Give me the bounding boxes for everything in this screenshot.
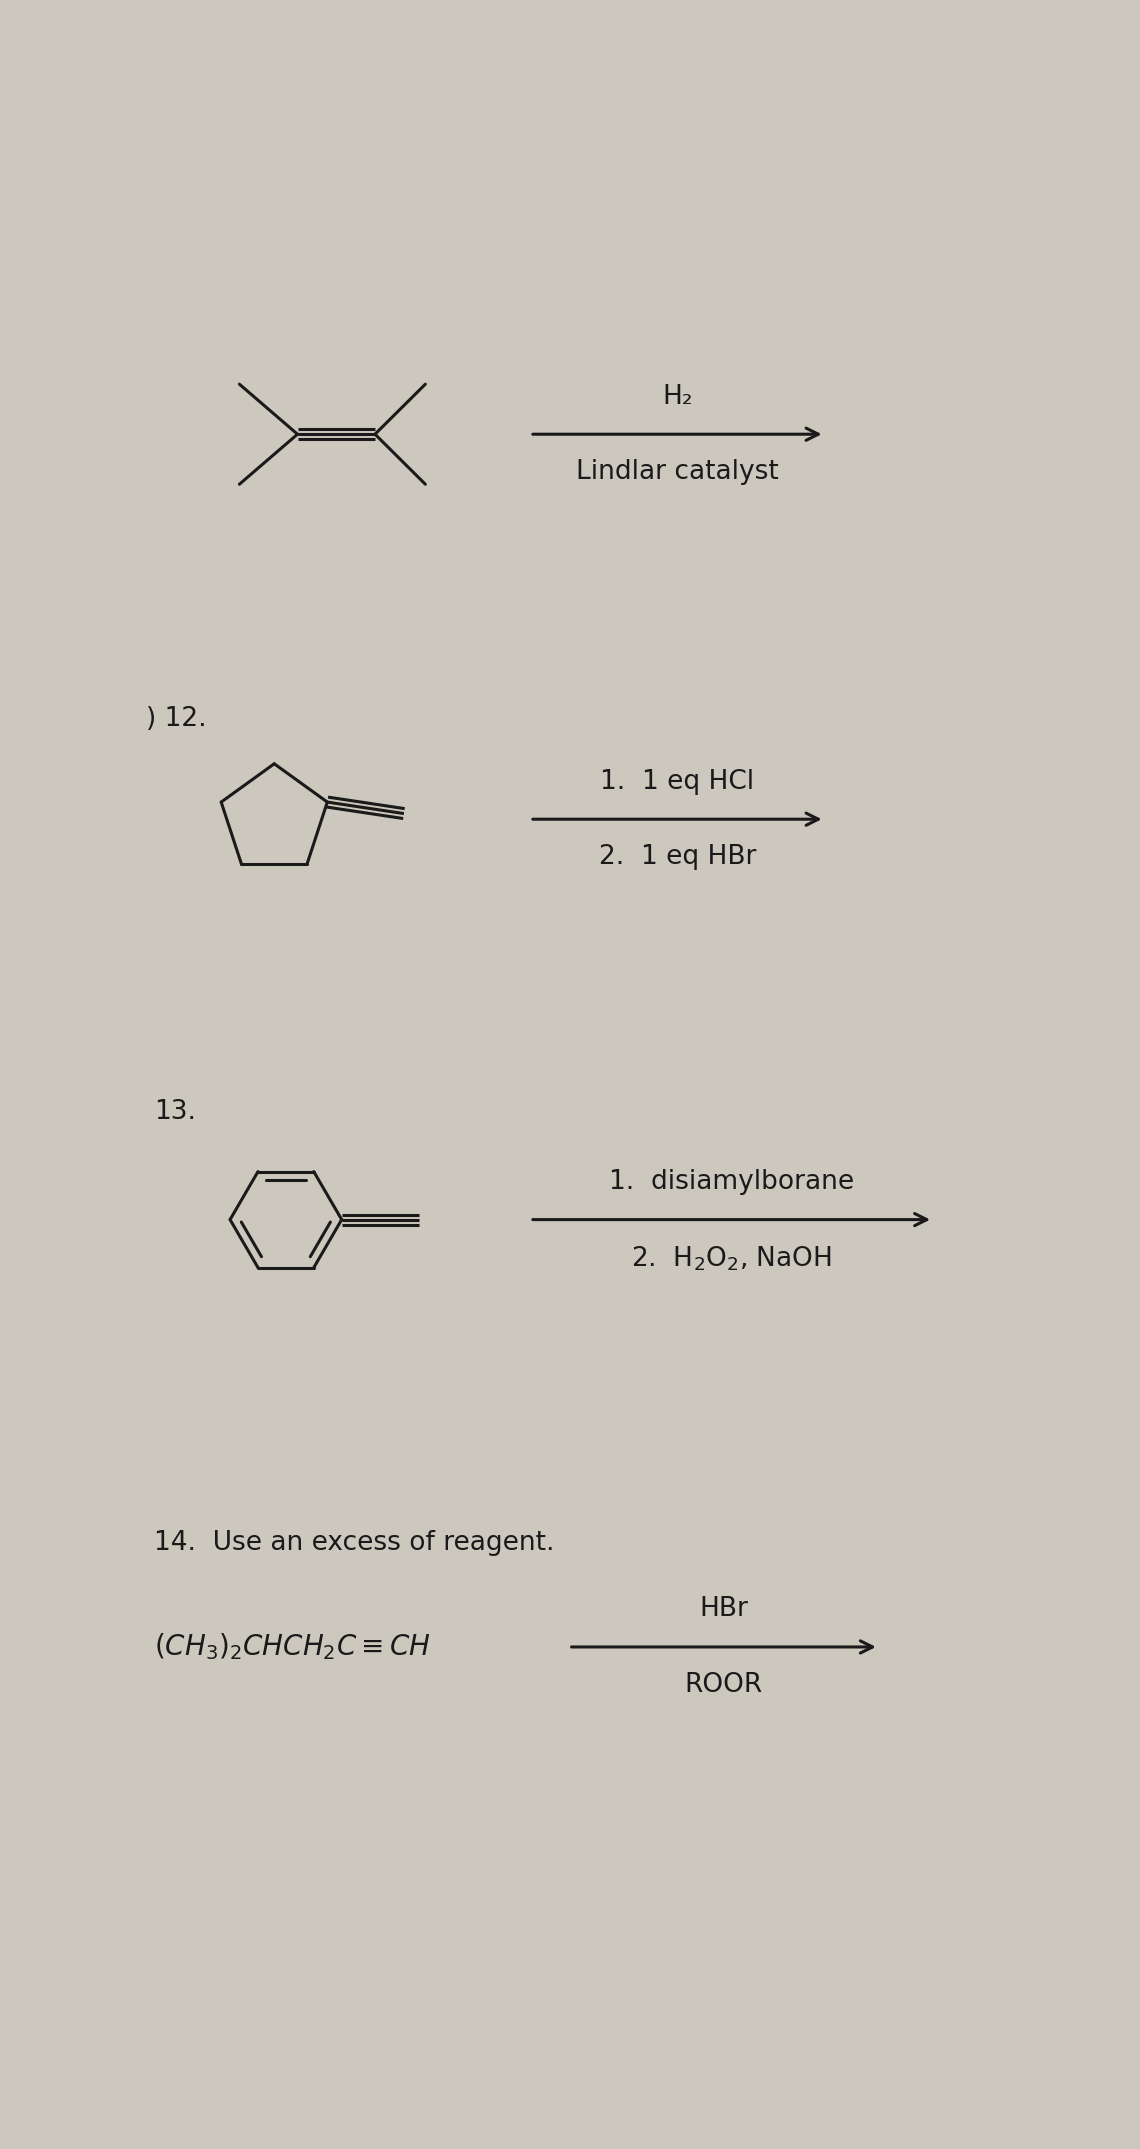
Text: 2.  1 eq HBr: 2. 1 eq HBr: [598, 845, 756, 870]
Text: 1.  1 eq HCl: 1. 1 eq HCl: [600, 769, 755, 795]
Text: 2.  $\mathsf{H_2O_2}$, NaOH: 2. $\mathsf{H_2O_2}$, NaOH: [632, 1244, 832, 1272]
Text: 1.  disiamylborane: 1. disiamylborane: [609, 1169, 854, 1195]
Text: Lindlar catalyst: Lindlar catalyst: [576, 460, 779, 486]
Text: HBr: HBr: [699, 1597, 748, 1622]
Text: 13.: 13.: [154, 1098, 196, 1124]
Text: $(CH_3)_2CHCH_2C{\equiv}CH$: $(CH_3)_2CHCH_2C{\equiv}CH$: [154, 1631, 431, 1663]
Text: 14.  Use an excess of reagent.: 14. Use an excess of reagent.: [154, 1530, 555, 1556]
Text: ROOR: ROOR: [685, 1672, 763, 1698]
Text: ) 12.: ) 12.: [146, 707, 207, 733]
Text: H₂: H₂: [662, 383, 692, 410]
